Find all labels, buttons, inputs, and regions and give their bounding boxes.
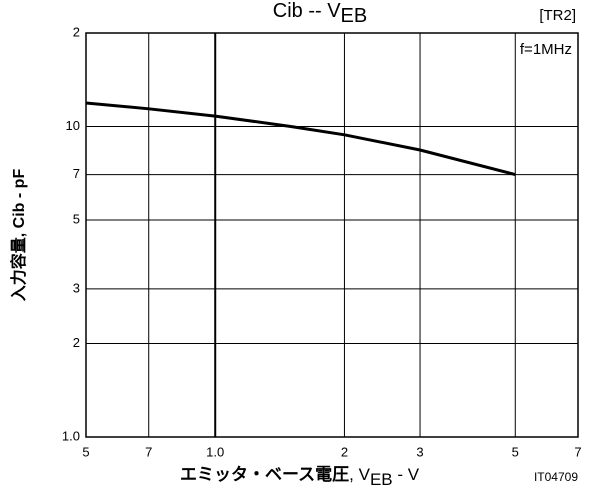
y-tick-label: 3	[73, 280, 80, 295]
x-label-text: , V	[349, 465, 370, 484]
chart-title: Cib -- VEB	[273, 0, 367, 27]
x-tick-label: 3	[416, 444, 423, 459]
x-label-subscript: EB	[370, 470, 393, 489]
x-tick-label: 5	[82, 444, 89, 459]
x-tick-label: 1.0	[206, 444, 224, 459]
annotation: IT04709	[534, 470, 578, 484]
annotation: [TR2]	[539, 7, 576, 24]
x-label-text: エミッタ・ベース電圧	[180, 465, 349, 484]
title-subscript: EB	[341, 5, 368, 27]
x-tick-label: 5	[512, 444, 519, 459]
y-tick-label: 2	[73, 335, 80, 350]
y-axis-label: 入力容量, Cib - pF	[9, 169, 28, 302]
curve	[85, 101, 516, 177]
x-tick-label: 2	[341, 444, 348, 459]
x-label-text: - V	[393, 465, 420, 484]
y-tick-label: 1.0	[62, 428, 80, 443]
annotation: f=1MHz	[520, 41, 572, 58]
x-tick-label: 7	[145, 444, 152, 459]
plot-frame	[85, 32, 579, 438]
x-axis-label: エミッタ・ベース電圧, VEB - V	[180, 465, 420, 489]
y-tick-label: 10	[66, 118, 80, 133]
y-tick-label: 5	[73, 211, 80, 226]
title-text: Cib -- V	[273, 0, 341, 22]
y-tick-label: 2	[73, 24, 80, 39]
x-tick-label: 7	[574, 444, 581, 459]
y-tick-label: 7	[73, 166, 80, 181]
